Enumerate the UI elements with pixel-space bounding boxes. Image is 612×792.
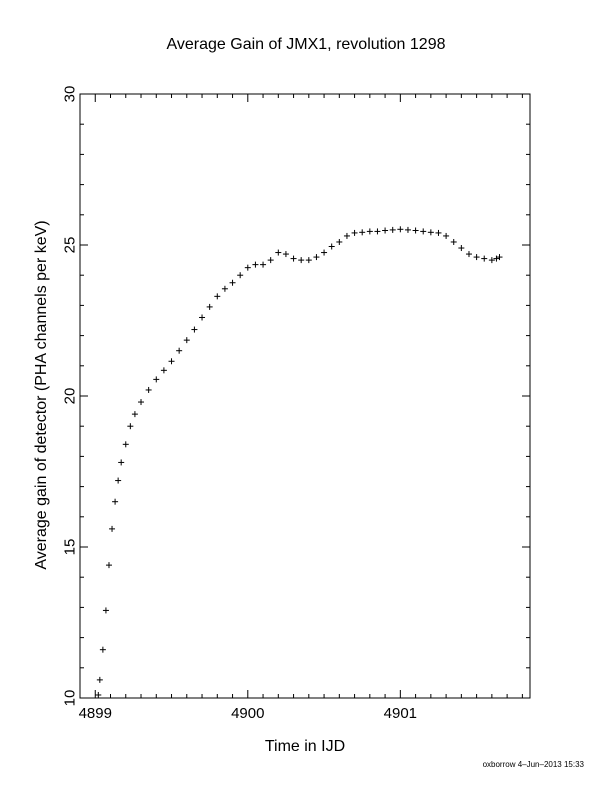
data-point [160,367,167,374]
y-tick-label: 15 [62,539,79,556]
x-tick-label: 4899 [79,705,112,722]
x-tick-label: 4901 [384,705,417,722]
data-point [96,676,103,683]
x-axis-label: Time in IJD [264,738,346,755]
data-point [321,249,328,256]
data-point [244,264,251,271]
y-tick-label: 25 [62,237,79,254]
data-point [260,261,267,268]
data-point [351,229,358,236]
data-point [389,226,396,233]
y-tick-label: 10 [62,690,79,707]
data-point [267,257,274,264]
data-point [95,691,102,698]
data-point [131,411,138,418]
data-point [443,232,450,239]
data-point [199,314,206,321]
axis-ticks: 4899 4900 4901 10 15 20 25 30 [62,86,530,722]
data-point [397,226,404,233]
data-point [118,459,125,466]
data-point [473,254,480,261]
data-point [404,226,411,233]
data-point [412,227,419,234]
data-point [382,227,389,234]
data-point [214,293,221,300]
data-point [127,423,134,430]
data-point [481,255,488,262]
data-point [99,646,106,653]
data-markers [95,226,503,698]
data-point [282,251,289,258]
data-point [176,347,183,354]
data-point [122,441,129,448]
x-tick-label: 4900 [231,705,264,722]
data-point [465,251,472,258]
data-point [493,255,500,262]
data-point [420,228,427,235]
data-point [328,243,335,250]
data-point [138,399,145,406]
chart-title: Average Gain of JMX1, revolution 1298 [166,36,446,53]
data-point [275,249,282,256]
data-point [221,285,228,292]
plot-frame [79,93,531,699]
data-point [359,229,366,236]
data-point [450,238,457,245]
data-point [336,238,343,245]
data-point [366,228,373,235]
data-point [112,498,119,505]
data-point [305,257,312,264]
data-point [191,326,198,333]
y-tick-label: 30 [62,86,79,103]
data-point [102,607,109,614]
data-point [252,261,259,268]
data-point [115,477,122,484]
data-point [290,255,297,262]
data-point [488,257,495,264]
data-point [313,254,320,261]
data-point [183,337,190,344]
data-point [109,525,116,532]
data-point [374,228,381,235]
data-point [105,562,112,569]
data-point [343,232,350,239]
y-tick-label: 20 [62,388,79,405]
plot-credit: oxborrow 4–Jun–2013 15:33 [482,760,584,769]
data-point [229,279,236,286]
data-point [496,254,503,261]
data-point [206,303,213,310]
data-point [435,229,442,236]
data-point [237,272,244,279]
data-point [168,358,175,365]
data-point [153,376,160,383]
data-point [427,229,434,236]
data-point [145,386,152,393]
data-point [298,257,305,264]
data-point [458,245,465,252]
